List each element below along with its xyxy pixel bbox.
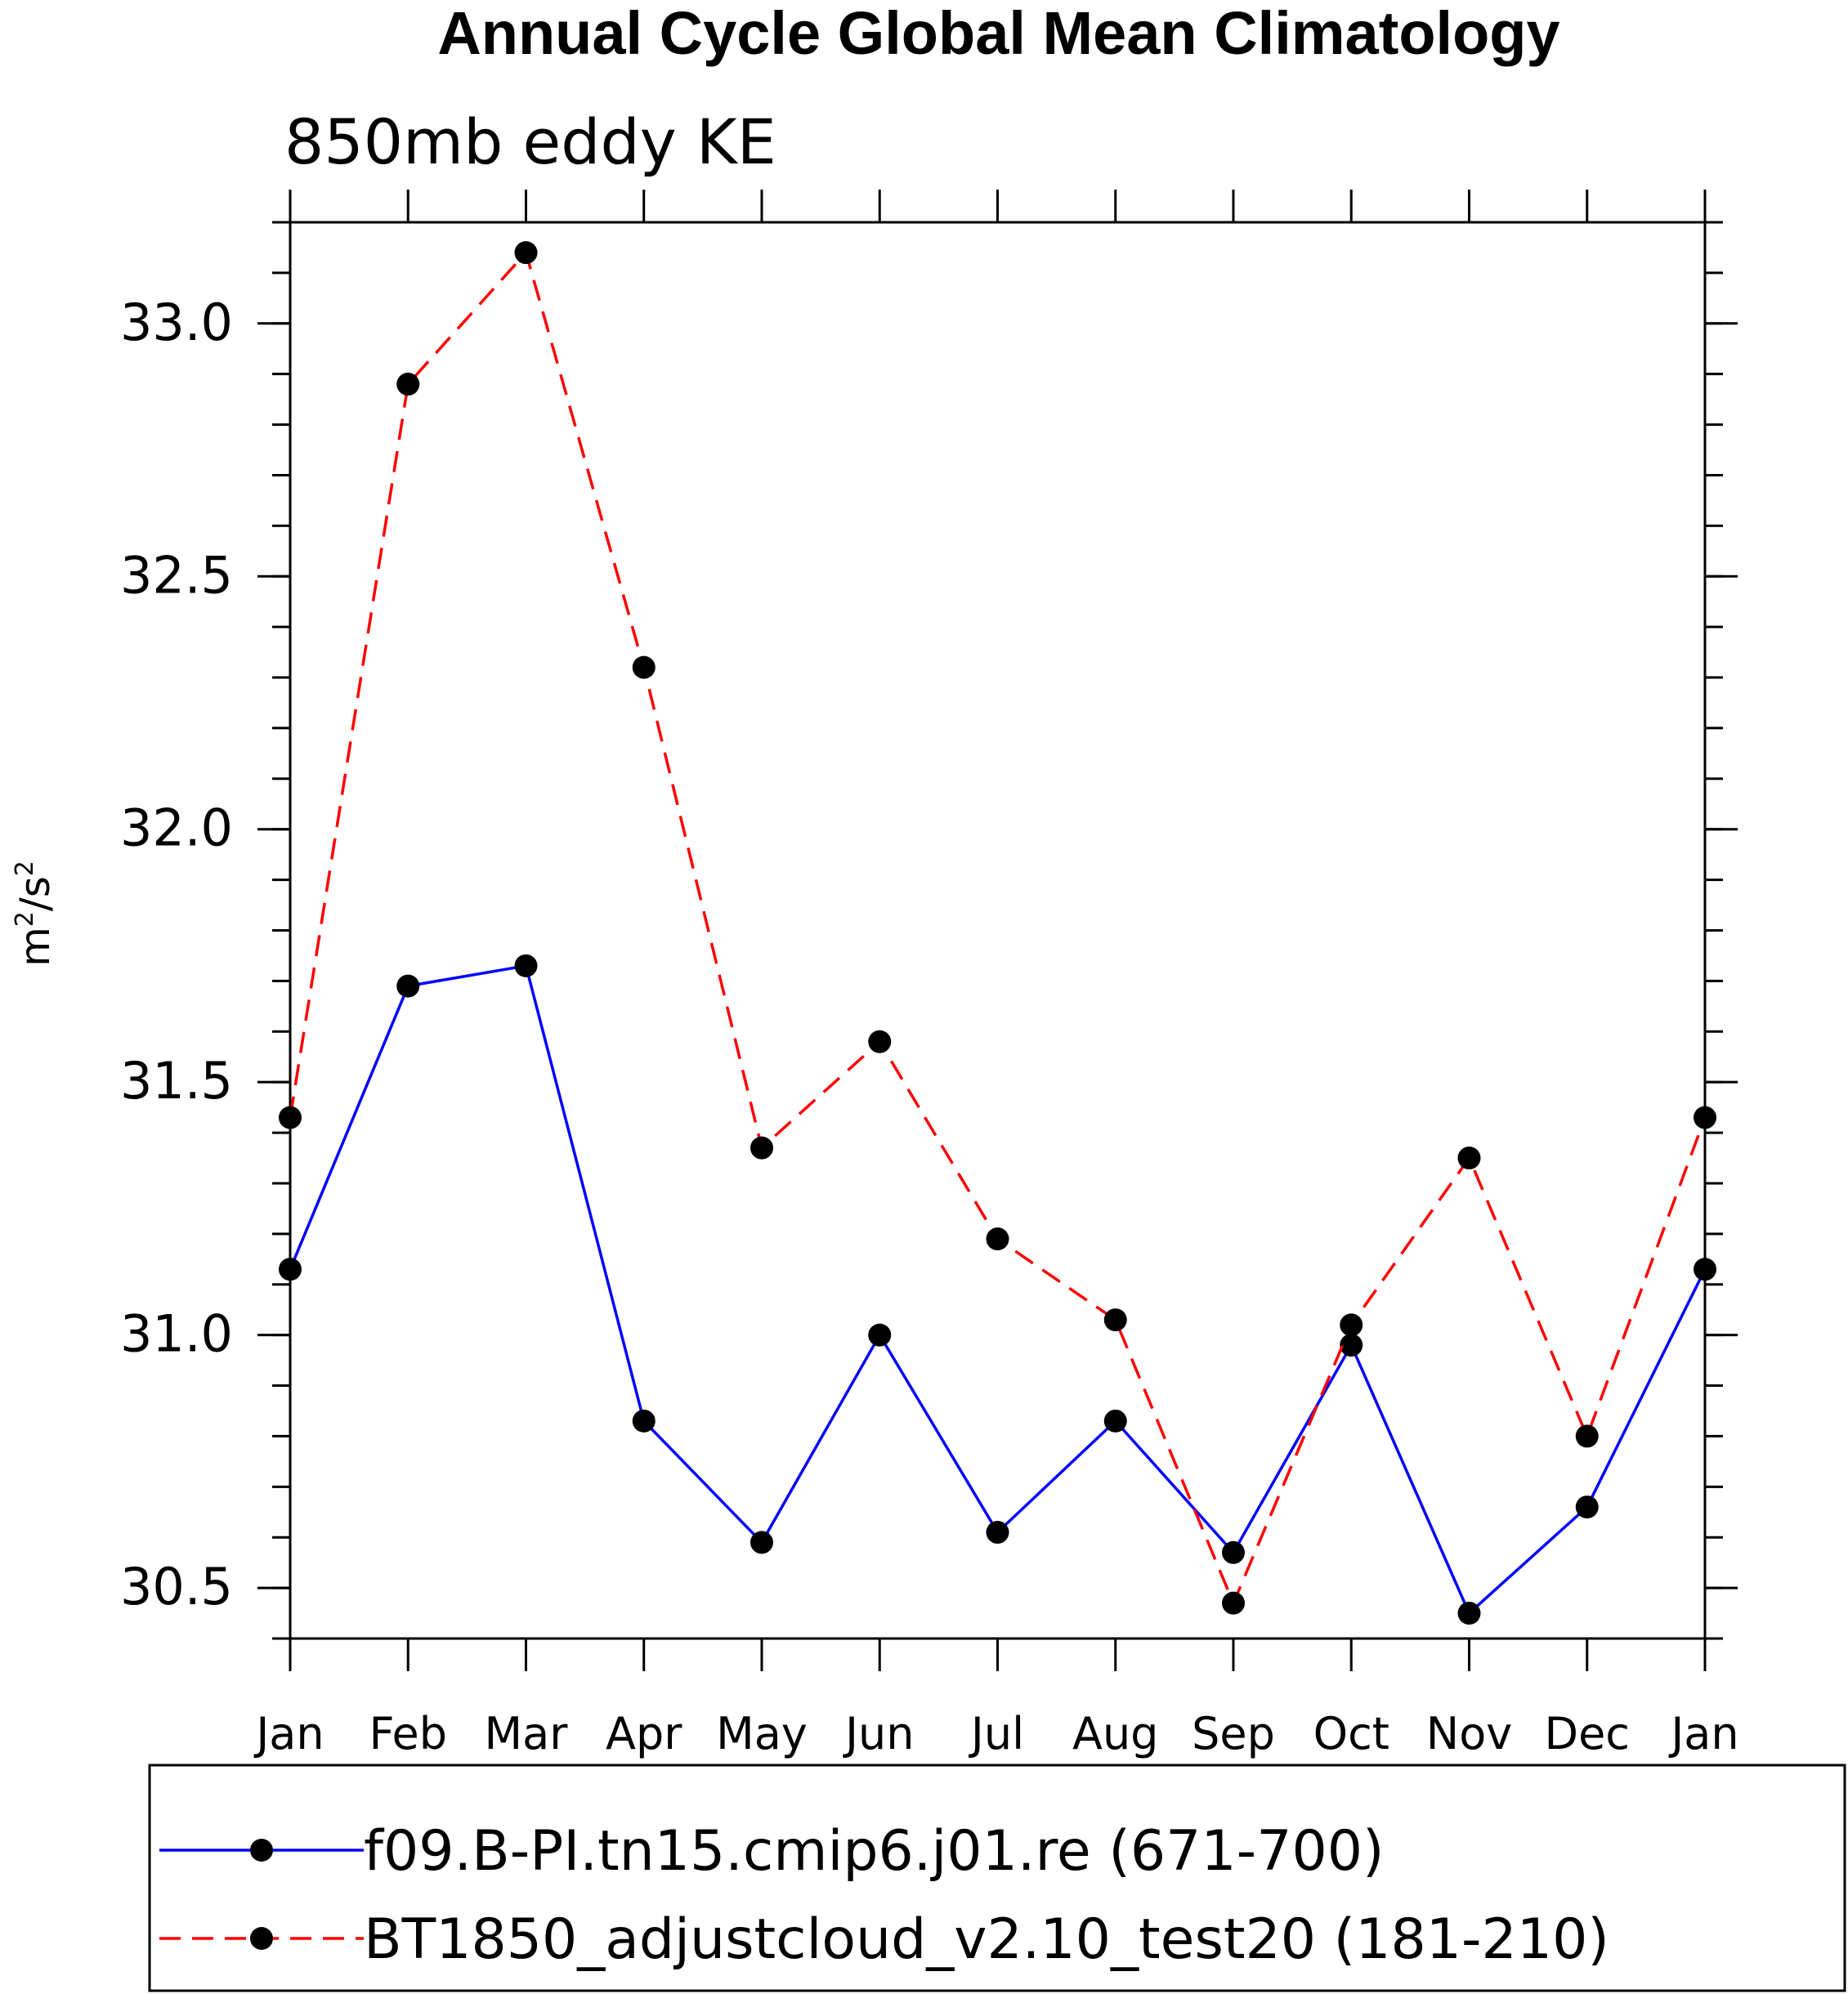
y-label-exp1: 2 <box>11 911 39 927</box>
x-tick-label: Mar <box>485 1708 569 1759</box>
data-point <box>632 655 656 679</box>
data-point <box>1103 1409 1127 1433</box>
chart-title: Annual Cycle Global Mean Climatology <box>437 0 1559 67</box>
x-tick-label: Jul <box>969 1708 1024 1759</box>
data-point <box>1340 1334 1363 1357</box>
y-tick-label: 31.0 <box>120 1304 233 1364</box>
data-point <box>514 954 538 977</box>
x-tick-label: May <box>716 1708 808 1759</box>
legend: f09.B-PI.tn15.cmip6.j01.re (671-700) BT18… <box>148 1764 1846 1992</box>
series-line <box>289 249 1707 1607</box>
data-point <box>750 1136 773 1160</box>
x-tick-label: Feb <box>369 1708 447 1759</box>
data-point <box>1340 1313 1363 1337</box>
svg-text:m2/s2: m2/s2 <box>11 861 59 967</box>
series-line <box>289 963 1707 1616</box>
axis-ticks <box>257 190 1738 1671</box>
series-2 <box>279 241 1716 1615</box>
x-tick-label: Dec <box>1545 1708 1631 1759</box>
legend-items: f09.B-PI.tn15.cmip6.j01.re (671-700) BT18… <box>159 1819 1609 1972</box>
x-tick-label: Apr <box>606 1708 682 1759</box>
y-label-base: m <box>11 927 59 967</box>
x-tick-label: Jan <box>253 1708 324 1759</box>
data-point <box>1575 1496 1599 1519</box>
data-point <box>1575 1424 1599 1448</box>
data-point <box>1694 1106 1716 1129</box>
data-point <box>279 1106 302 1129</box>
data-point <box>1222 1591 1245 1615</box>
x-tick-label: Jan <box>1668 1708 1738 1759</box>
x-tick-labels: Jan Feb Mar Apr May Jun Jul Aug Sep Oct Nov Dec Jan <box>253 1708 1738 1759</box>
data-point <box>279 1258 302 1281</box>
data-point <box>750 1531 773 1554</box>
data-point <box>514 241 538 265</box>
y-tick-label: 32.0 <box>120 798 233 858</box>
x-tick-label: Oct <box>1313 1708 1389 1759</box>
data-point <box>1694 1258 1716 1281</box>
y-label-sep: /s <box>11 876 59 911</box>
legend-item: BT1850_adjustcloud_v2.10_test20 (181-210… <box>159 1907 1609 1972</box>
data-point <box>868 1323 892 1347</box>
data-point <box>1457 1147 1481 1170</box>
series-layer <box>279 241 1716 1625</box>
x-tick-label: Nov <box>1426 1708 1512 1759</box>
data-point <box>1222 1540 1245 1564</box>
legend-marker <box>250 1839 273 1862</box>
data-point <box>1103 1308 1127 1332</box>
legend-item: f09.B-PI.tn15.cmip6.j01.re (671-700) <box>159 1819 1385 1884</box>
x-tick-label: Jun <box>843 1708 914 1759</box>
data-point <box>396 373 420 396</box>
data-point <box>986 1521 1009 1545</box>
data-point <box>986 1227 1009 1251</box>
data-point <box>1457 1602 1481 1625</box>
plot-frame <box>289 221 1707 1640</box>
chart-subtitle: 850mb eddy KE <box>284 105 776 178</box>
y-tick-label: 32.5 <box>120 545 233 605</box>
legend-label: BT1850_adjustcloud_v2.10_test20 (181-210… <box>364 1907 1609 1972</box>
data-point <box>632 1409 656 1433</box>
y-tick-label: 33.0 <box>120 293 233 352</box>
x-tick-label: Aug <box>1072 1708 1158 1759</box>
y-axis-label: m2/s2 <box>11 861 59 967</box>
data-point <box>868 1030 892 1053</box>
y-label-exp2: 2 <box>11 861 39 876</box>
legend-label: f09.B-PI.tn15.cmip6.j01.re (671-700) <box>364 1819 1385 1884</box>
series-1 <box>279 954 1716 1625</box>
x-tick-label: Sep <box>1192 1708 1275 1759</box>
y-tick-labels: 30.5 31.0 31.5 32.0 32.5 33.0 <box>120 293 233 1616</box>
legend-marker <box>250 1927 273 1950</box>
legend-frame <box>148 1764 1846 1992</box>
y-tick-label: 31.5 <box>120 1051 233 1111</box>
y-tick-label: 30.5 <box>120 1557 233 1616</box>
data-point <box>396 974 420 998</box>
